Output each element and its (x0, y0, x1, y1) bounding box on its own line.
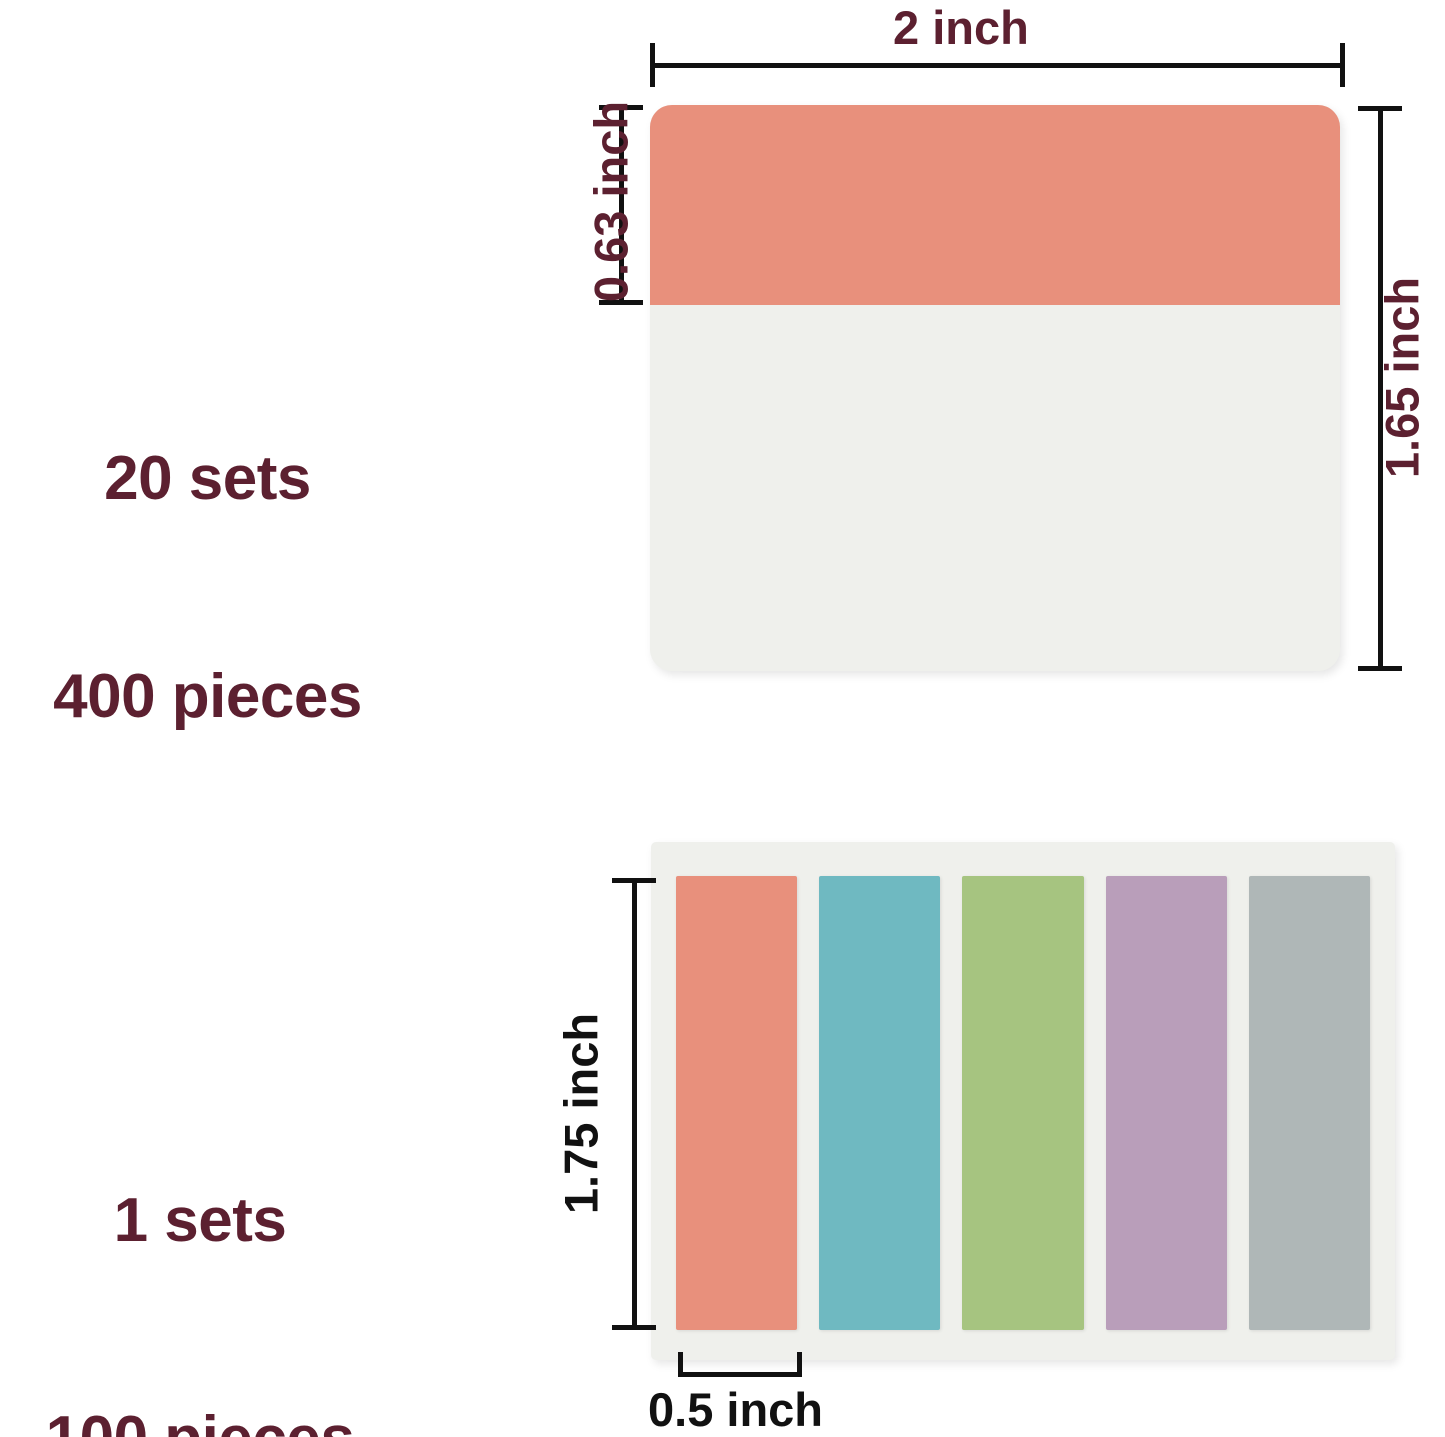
total-height-dimension-label: 1.65 inch (1375, 276, 1429, 479)
top-quantity-line-1: 20 sets (104, 444, 311, 514)
flag-backing-sheet (651, 842, 1395, 1360)
flag-strip-gray (1248, 876, 1371, 1330)
bottom-quantity-line-2: 100 pieces (0, 1403, 400, 1437)
bottom-quantity-line-1: 1 sets (113, 1186, 287, 1256)
bottom-quantity-text: 1 sets 100 pieces 5 colors (0, 1040, 400, 1437)
flag-strip-purple (1105, 876, 1227, 1330)
width-dimension-tick-right (1340, 43, 1345, 87)
sticky-note-color-band (650, 105, 1340, 305)
top-quantity-text: 20 sets 400 pieces (0, 298, 415, 878)
total-height-dimension-line (1378, 106, 1383, 671)
flag-strip-green (962, 876, 1084, 1330)
width-dimension-line (650, 63, 1345, 68)
top-quantity-line-2: 400 pieces (53, 661, 362, 731)
width-dimension-label: 2 inch (893, 1, 1029, 54)
sticky-note-card (650, 105, 1340, 671)
width-dimension-tick-left (650, 43, 655, 87)
strip-width-dimension-tick-left (678, 1352, 683, 1377)
tab-height-dimension-tick-top (599, 105, 643, 110)
strip-height-dimension-label: 1.75 inch (554, 1012, 608, 1215)
strip-height-dimension-line (632, 878, 637, 1330)
total-height-dimension-tick-bottom (1358, 666, 1402, 671)
flag-strip-salmon (676, 876, 798, 1330)
tab-height-dimension-line (619, 105, 624, 305)
flag-strip-group (676, 876, 1371, 1330)
tab-height-dimension-label: 0.63 inch (584, 100, 638, 303)
flag-strip-teal (819, 876, 941, 1330)
sticky-note-write-area (650, 305, 1340, 671)
strip-width-dimension-line (678, 1372, 802, 1377)
strip-height-dimension-tick-top (612, 878, 656, 883)
strip-width-dimension-tick-right (797, 1352, 802, 1377)
tab-height-dimension-tick-bottom (599, 300, 643, 305)
total-height-dimension-tick-top (1358, 106, 1402, 111)
strip-height-dimension-tick-bottom (612, 1325, 656, 1330)
strip-width-dimension-label: 0.5 inch (648, 1383, 824, 1436)
